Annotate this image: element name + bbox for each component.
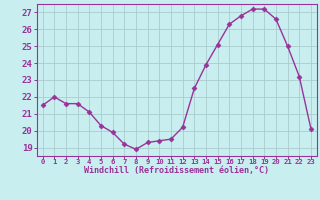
X-axis label: Windchill (Refroidissement éolien,°C): Windchill (Refroidissement éolien,°C): [84, 166, 269, 175]
